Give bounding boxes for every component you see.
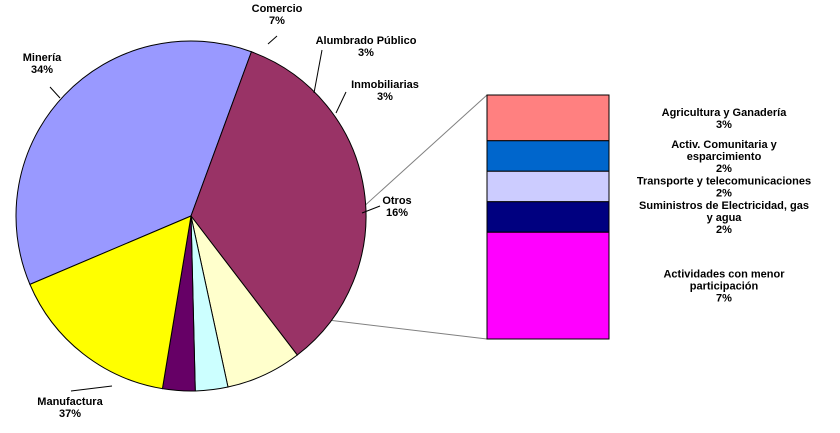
pie-slice-otros: [29, 215, 192, 390]
breakdown-label-actividades-con-menor-participacion: Actividades con menor participación 7%: [663, 269, 785, 305]
pie-label-mineria: Minería 34%: [23, 52, 62, 76]
breakdown-segment-agricultura-y-ganaderia: [486, 94, 610, 142]
leader-line-otros: [361, 205, 381, 214]
pie-label-comercio: Comercio 7%: [252, 3, 303, 27]
leader-line-mineria: [49, 86, 61, 99]
breakdown-bar: [486, 94, 610, 340]
pie-label-alumbrado-publico: Alumbrado Público 3%: [316, 35, 417, 59]
pie-slice-mineria: [190, 51, 367, 356]
breakdown-label-agricultura-y-ganaderia: Agricultura y Ganadería 3%: [662, 107, 788, 131]
pie-leader-lines: [49, 35, 381, 392]
breakdown-label-activ-comunitaria-y-esparcimiento: Activ. Comunitaria y esparcimiento 2%: [671, 139, 777, 175]
breakdown-segment-actividades-con-menor-participacion: [486, 231, 610, 340]
pie-slices: [15, 40, 367, 392]
leader-line-comercio: [267, 35, 278, 45]
breakdown-label-suministros-de-electricidad-gas-y-agua: Suministros de Electricidad, gas y agua 2%: [639, 200, 809, 236]
breakdown-label-transporte-y-telecomunicaciones: Transporte y telecomunicaciones 2%: [637, 176, 811, 200]
pie-labels: Manufactura 37% Minería 34% Comercio 7% Alumbr…: [23, 3, 419, 420]
breakdown-segment-activ-comunitaria-y-esparcimiento: [486, 140, 610, 172]
leader-line-alumbrado-publico: [313, 49, 323, 94]
pie-label-otros: Otros 16%: [382, 195, 411, 219]
breakdown-segment-suministros-de-electricidad-gas-y-agua: [486, 201, 610, 233]
breakdown-labels: Agricultura y Ganadería 3% Activ. Comunita…: [637, 107, 811, 305]
pie-label-inmobiliarias: Inmobiliarias 3%: [351, 79, 419, 103]
leader-line-inmobiliarias: [335, 91, 347, 114]
pie-label-manufactura: Manufactura 37%: [37, 396, 103, 420]
leader-line-manufactura: [70, 385, 113, 392]
breakdown-segment-transporte-y-telecomunicaciones: [486, 170, 610, 203]
pie-slice-manufactura: [15, 40, 253, 286]
